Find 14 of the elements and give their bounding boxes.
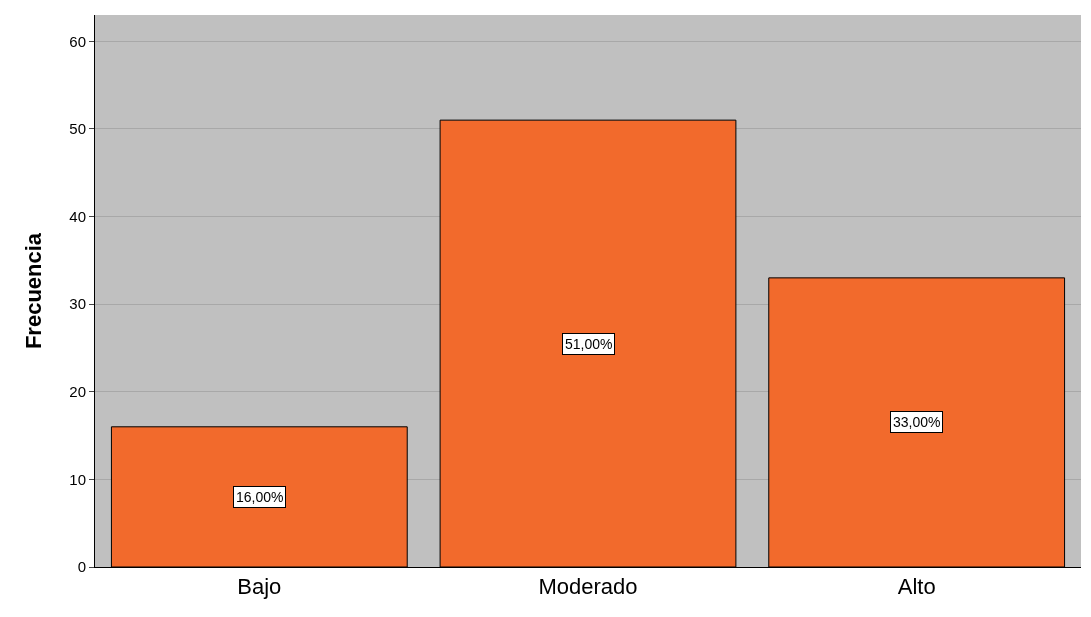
x-tick-label: Bajo	[237, 574, 282, 600]
y-tick-label: 10	[69, 470, 86, 488]
y-tick-label: 30	[69, 295, 86, 313]
y-axis-title: Frecuencia	[21, 232, 46, 350]
y-tick-label: 40	[69, 207, 86, 225]
y-tick-label: 50	[69, 120, 86, 138]
y-tick-label: 20	[69, 383, 86, 401]
x-tick-label: Alto	[897, 574, 936, 600]
x-tick-label: Moderado	[538, 574, 638, 600]
data-label: 33,00%	[893, 414, 941, 430]
y-tick-label: 60	[69, 32, 86, 50]
data-label: 51,00%	[565, 336, 613, 352]
y-tick-label: 0	[77, 558, 86, 576]
data-label: 16,00%	[236, 489, 284, 505]
